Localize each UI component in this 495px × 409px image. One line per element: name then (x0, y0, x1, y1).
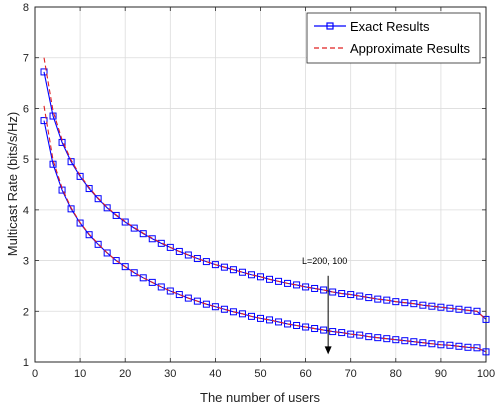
data-point (157, 283, 165, 291)
series-line (43, 105, 487, 353)
x-tick-label: 60 (299, 368, 311, 380)
x-tick-label: 80 (390, 368, 402, 380)
data-point (121, 263, 129, 271)
data-point (275, 318, 283, 326)
data-point (166, 287, 174, 295)
data-point (193, 297, 201, 305)
x-tick-label: 10 (74, 368, 86, 380)
series-l200-exact (40, 68, 490, 323)
data-point (229, 266, 237, 274)
data-point (284, 279, 292, 287)
data-point (302, 323, 310, 331)
data-point (103, 204, 111, 212)
x-tick-label: 70 (345, 368, 357, 380)
x-tick-label: 40 (209, 368, 221, 380)
legend-exact-label: Exact Results (350, 19, 430, 34)
data-point (76, 172, 84, 180)
y-tick-label: 6 (23, 103, 29, 115)
x-axis-title: The number of users (200, 390, 320, 405)
series-l200-approx (43, 57, 487, 320)
data-point (229, 308, 237, 316)
x-tick-label: 90 (435, 368, 447, 380)
series-line (43, 71, 487, 320)
data-point (67, 205, 75, 213)
data-point (184, 294, 192, 302)
data-point (202, 258, 210, 266)
data-point (130, 269, 138, 277)
series-layer (40, 57, 490, 356)
series-l100-approx (43, 105, 487, 353)
y-axis-title: Multicast Rate (bits/s/Hz) (5, 112, 20, 256)
tick-layer: 0 10 20 30 40 50 60 70 80 90 100 1 2 3 4 5 6 7 8 (23, 2, 495, 380)
data-point (103, 249, 111, 257)
series-line (43, 57, 487, 320)
data-point (175, 291, 183, 299)
data-point (40, 68, 48, 76)
data-point (238, 310, 246, 318)
data-point (49, 112, 57, 120)
y-tick-label: 1 (23, 357, 29, 369)
data-point (148, 235, 156, 243)
annotation-arrow-head (324, 346, 332, 355)
data-point (94, 195, 102, 203)
data-point (112, 211, 120, 219)
y-tick-label: 7 (23, 53, 29, 65)
legend: Exact Results Approximate Results (306, 12, 481, 64)
legend-approx-label: Approximate Results (350, 41, 470, 56)
annotation-label: L=200, 100 (302, 256, 347, 266)
data-point (112, 257, 120, 265)
data-point (40, 117, 48, 125)
data-point (85, 231, 93, 239)
data-point (247, 312, 255, 320)
data-point (464, 306, 472, 314)
data-point (94, 240, 102, 248)
y-tick-label: 8 (23, 2, 29, 14)
x-tick-label: 20 (119, 368, 131, 380)
y-tick-label: 2 (23, 306, 29, 318)
annotation: L=200, 100 (302, 256, 347, 355)
legend-exact-marker (326, 22, 334, 30)
data-point (184, 251, 192, 259)
data-point (202, 300, 210, 308)
data-point (85, 185, 93, 193)
data-point (266, 275, 274, 283)
x-tick-label: 30 (164, 368, 176, 380)
data-point (166, 243, 174, 251)
data-point (148, 278, 156, 286)
data-point (139, 274, 147, 282)
data-point (121, 218, 129, 226)
data-point (365, 333, 373, 341)
data-point (130, 224, 138, 232)
y-tick-label: 4 (23, 205, 29, 217)
y-tick-label: 3 (23, 256, 29, 268)
data-point (76, 219, 84, 227)
data-point (220, 263, 228, 271)
data-point (257, 273, 264, 281)
data-point (401, 299, 409, 307)
data-point (211, 261, 219, 269)
y-tick-label: 5 (23, 154, 29, 166)
data-point (482, 348, 490, 356)
data-point (238, 268, 246, 276)
data-point (139, 230, 147, 238)
data-point (211, 303, 219, 311)
data-point (175, 247, 183, 255)
x-tick-label: 100 (477, 368, 495, 380)
data-point (482, 315, 490, 323)
data-point (220, 305, 228, 313)
legend-box (306, 12, 481, 64)
x-tick-label: 50 (254, 368, 266, 380)
data-point (275, 277, 283, 285)
data-point (320, 286, 328, 294)
data-point (437, 341, 445, 349)
data-point (247, 271, 255, 279)
data-point (157, 239, 165, 247)
data-point (67, 158, 75, 166)
x-tick-label: 0 (32, 368, 38, 380)
data-point (193, 255, 201, 263)
data-point (257, 314, 264, 322)
series-line (43, 120, 487, 353)
